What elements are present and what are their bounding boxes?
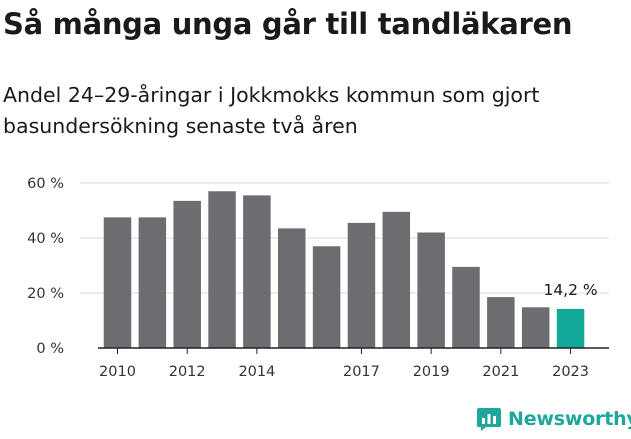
- bar-2014: [243, 195, 271, 348]
- bar-2012: [173, 200, 201, 348]
- x-tick-label: 2012: [169, 364, 206, 380]
- x-tick-label: 2021: [482, 364, 519, 380]
- newsworthy-logo-icon: [477, 408, 501, 431]
- x-tick-label: 2019: [413, 364, 450, 380]
- bar-2022: [521, 307, 550, 348]
- bar-2023: [556, 308, 585, 348]
- bar-2016: [312, 246, 341, 348]
- bar-2011: [138, 217, 167, 348]
- chart-subtitle: Andel 24–29-åringar i Jokkmokks kommun s…: [3, 83, 540, 138]
- x-tick-label: 2014: [238, 364, 275, 380]
- newsworthy-logo: Newsworthy: [476, 406, 631, 432]
- bar-2021: [487, 297, 515, 348]
- x-tick-label: 2017: [343, 364, 380, 380]
- y-tick-label: 60 %: [27, 176, 64, 192]
- bar-2018: [382, 211, 411, 348]
- x-tick-label: 2010: [99, 364, 136, 380]
- brand-name: Newsworthy: [508, 408, 631, 430]
- bar-2010: [103, 217, 132, 348]
- bar-2020: [452, 266, 480, 348]
- data-label: 14,2 %: [543, 281, 597, 299]
- y-tick-label: 0 %: [36, 341, 64, 357]
- chart-title: Så många unga går till tandläkaren: [3, 7, 573, 41]
- bar-2019: [417, 232, 445, 348]
- bar-2013: [208, 191, 236, 348]
- bar-2017: [347, 222, 376, 348]
- x-tick-label: 2023: [552, 364, 589, 380]
- y-tick-label: 20 %: [27, 286, 64, 302]
- bar-2015: [278, 228, 306, 348]
- y-tick-label: 40 %: [27, 231, 64, 247]
